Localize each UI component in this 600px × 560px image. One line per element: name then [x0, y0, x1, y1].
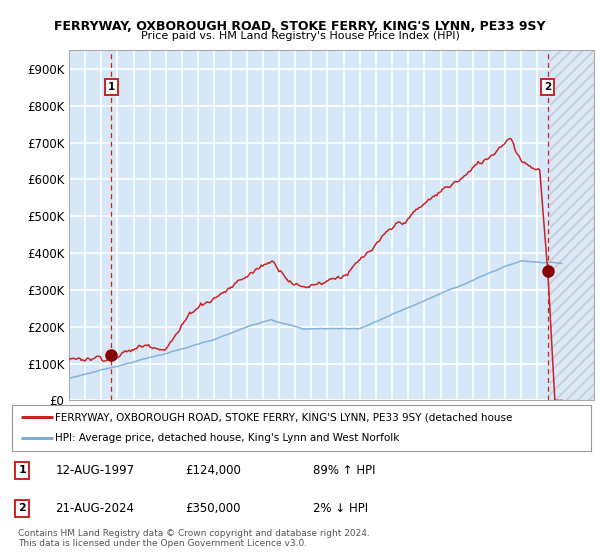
Text: Price paid vs. HM Land Registry's House Price Index (HPI): Price paid vs. HM Land Registry's House …	[140, 31, 460, 41]
Bar	[550, 50, 594, 400]
Text: 2% ↓ HPI: 2% ↓ HPI	[313, 502, 368, 515]
Text: 21-AUG-2024: 21-AUG-2024	[55, 502, 134, 515]
Text: 12-AUG-1997: 12-AUG-1997	[55, 464, 134, 477]
Bar	[550, 50, 594, 400]
Text: £124,000: £124,000	[186, 464, 242, 477]
Text: 1: 1	[19, 465, 26, 475]
Text: HPI: Average price, detached house, King's Lynn and West Norfolk: HPI: Average price, detached house, King…	[55, 433, 400, 444]
Text: 89% ↑ HPI: 89% ↑ HPI	[313, 464, 376, 477]
Text: Contains HM Land Registry data © Crown copyright and database right 2024.
This d: Contains HM Land Registry data © Crown c…	[18, 529, 370, 548]
Text: 1: 1	[107, 82, 115, 92]
Text: £350,000: £350,000	[186, 502, 241, 515]
Text: FERRYWAY, OXBOROUGH ROAD, STOKE FERRY, KING'S LYNN, PE33 9SY (detached house: FERRYWAY, OXBOROUGH ROAD, STOKE FERRY, K…	[55, 412, 513, 422]
Text: 2: 2	[19, 503, 26, 514]
Text: FERRYWAY, OXBOROUGH ROAD, STOKE FERRY, KING'S LYNN, PE33 9SY: FERRYWAY, OXBOROUGH ROAD, STOKE FERRY, K…	[54, 20, 546, 32]
Text: 2: 2	[544, 82, 551, 92]
